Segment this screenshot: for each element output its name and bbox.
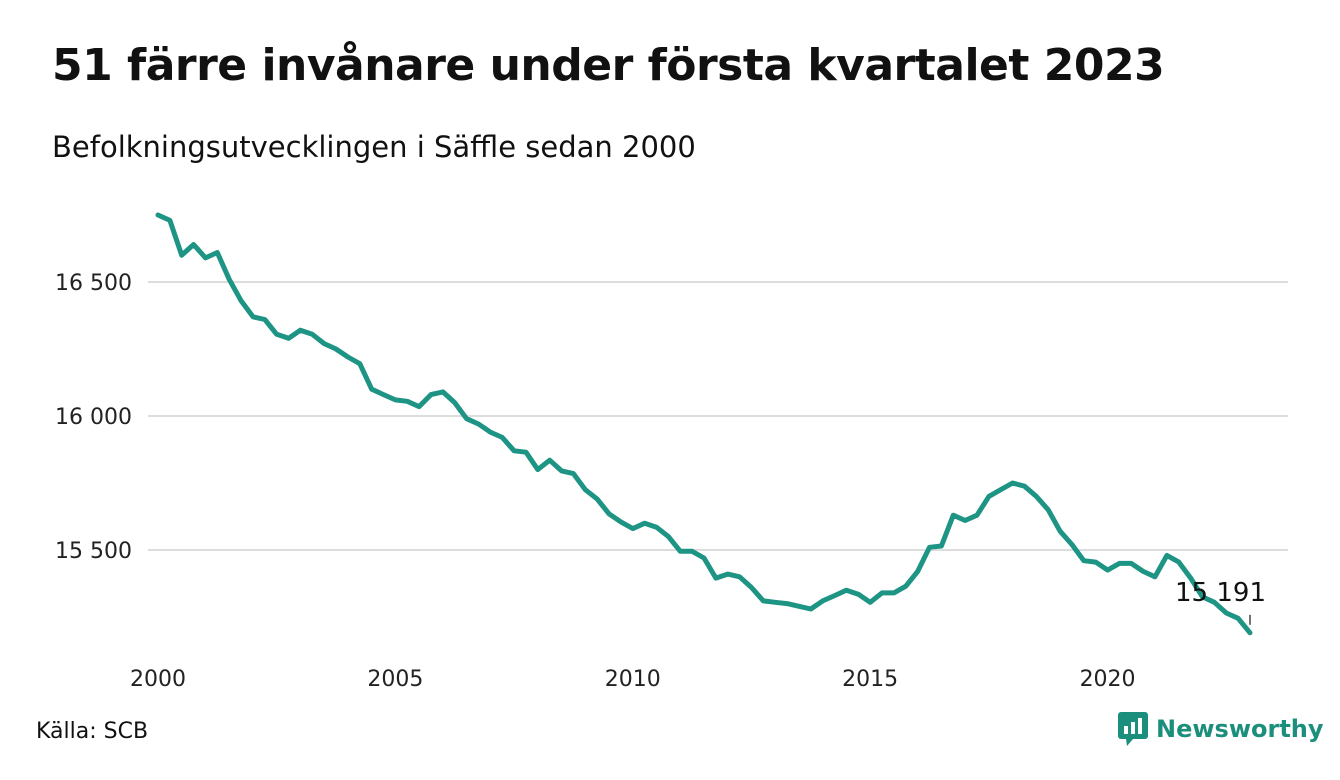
- x-tick-label: 2005: [367, 667, 423, 692]
- x-axis-labels: 2000 2005 2010 2015 2020: [130, 667, 1136, 692]
- x-tick-label: 2020: [1080, 667, 1136, 692]
- chart-title: 51 färre invånare under första kvartalet…: [52, 40, 1165, 91]
- y-tick-label: 15 500: [55, 539, 132, 564]
- chart-subtitle: Befolkningsutvecklingen i Säffle sedan 2…: [52, 130, 696, 164]
- source-note: Källa: SCB: [36, 719, 149, 744]
- brand-name: Newsworthy: [1156, 715, 1324, 743]
- x-tick-label: 2015: [842, 667, 898, 692]
- series-layer: [155, 212, 1253, 636]
- y-tick-label: 16 500: [55, 271, 132, 296]
- y-axis-labels: 15 500 16 000 16 500: [55, 271, 132, 564]
- annotation-layer: 15 191: [1175, 578, 1266, 625]
- last-value-label: 15 191: [1175, 578, 1266, 608]
- y-tick-label: 16 000: [55, 405, 132, 430]
- grid-layer: [148, 281, 1288, 551]
- newsworthy-logo-icon: [1118, 712, 1148, 746]
- x-tick-label: 2010: [605, 667, 661, 692]
- brand-logo: Newsworthy: [1118, 712, 1324, 746]
- x-tick-label: 2000: [130, 667, 186, 692]
- population-line: [155, 212, 1253, 636]
